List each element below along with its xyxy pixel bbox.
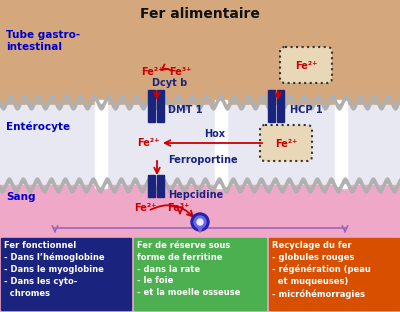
FancyBboxPatch shape [280, 47, 332, 83]
Circle shape [191, 213, 209, 231]
Bar [0, 185, 400, 312]
Text: Fe³⁺: Fe³⁺ [167, 203, 189, 213]
Text: Fe²⁺: Fe²⁺ [141, 67, 163, 77]
Bar [1, 238, 131, 310]
Bar [268, 90, 275, 122]
Bar [157, 90, 164, 122]
Bar [157, 175, 164, 197]
Text: DMT 1: DMT 1 [168, 105, 202, 115]
Bar [0, 105, 400, 185]
Circle shape [197, 219, 203, 225]
Bar [277, 90, 284, 122]
Text: Tube gastro-
intestinal: Tube gastro- intestinal [6, 30, 80, 51]
Bar [134, 238, 266, 310]
Bar [335, 100, 347, 188]
Bar [215, 100, 227, 188]
Text: Fe²⁺: Fe²⁺ [137, 138, 159, 148]
Text: Ferroportine: Ferroportine [168, 155, 238, 165]
Text: Fe²⁺: Fe²⁺ [275, 139, 297, 149]
Text: Fer alimentaire: Fer alimentaire [140, 7, 260, 21]
Text: Recyclage du fer
- globules rouges
- régénération (peau
  et muqueuses)
- micróh: Recyclage du fer - globules rouges - rég… [272, 241, 371, 299]
Bar [269, 238, 399, 310]
Circle shape [194, 216, 206, 228]
Text: Dcyt b: Dcyt b [152, 78, 188, 88]
Text: Fer fonctionnel
- Dans l’hémoglobine
- Dans le myoglobine
- Dans les cyto-
  chr: Fer fonctionnel - Dans l’hémoglobine - D… [4, 241, 105, 298]
Text: Fer de réserve sous
forme de ferritine
- dans la rate
- le foie
- et la moelle o: Fer de réserve sous forme de ferritine -… [137, 241, 240, 297]
Text: Hox: Hox [204, 129, 226, 139]
Bar [148, 175, 155, 197]
Text: HCP 1: HCP 1 [290, 105, 323, 115]
Bar [0, 0, 400, 105]
Text: Fe²⁺: Fe²⁺ [295, 61, 317, 71]
Text: Entérocyte: Entérocyte [6, 122, 70, 133]
FancyBboxPatch shape [260, 125, 312, 161]
Text: Sang: Sang [6, 192, 36, 202]
Text: Hepcidine: Hepcidine [168, 190, 223, 200]
Bar [95, 100, 107, 188]
Text: Fe²⁺: Fe²⁺ [134, 203, 156, 213]
Bar [148, 90, 155, 122]
Text: Fe³⁺: Fe³⁺ [169, 67, 191, 77]
